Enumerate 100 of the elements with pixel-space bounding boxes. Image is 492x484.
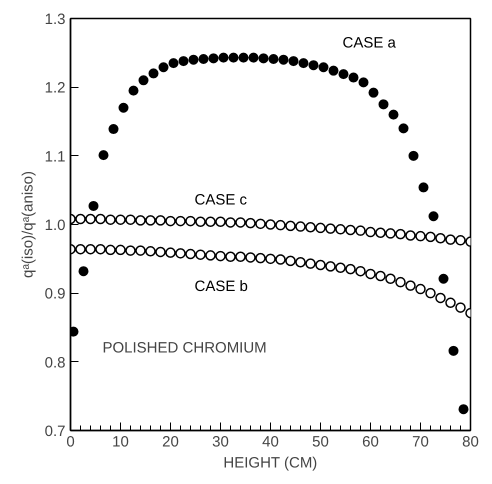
- point: [215, 250, 226, 262]
- point: [448, 346, 458, 356]
- y-tick-label: 1.0: [44, 217, 66, 234]
- point: [375, 270, 386, 282]
- series-label: CASE c: [194, 191, 248, 208]
- point: [415, 230, 426, 242]
- point: [408, 150, 418, 161]
- point: [115, 244, 126, 256]
- y-tick-label: 1.3: [44, 11, 66, 28]
- x-tick-label: 20: [162, 434, 179, 450]
- point: [135, 245, 146, 256]
- point: [188, 54, 198, 65]
- point: [235, 252, 246, 262]
- point: [305, 222, 316, 232]
- point: [255, 218, 266, 230]
- point: [265, 254, 276, 264]
- series-label: CASE b: [194, 278, 248, 295]
- point: [375, 228, 386, 238]
- point: [255, 252, 266, 264]
- point: [325, 223, 336, 234]
- point: [85, 244, 96, 254]
- point: [368, 88, 378, 98]
- point: [158, 62, 168, 72]
- point: [258, 53, 268, 64]
- point: [328, 66, 338, 76]
- point: [165, 216, 176, 226]
- point: [455, 235, 466, 246]
- point: [165, 247, 176, 258]
- point: [198, 54, 208, 64]
- x-tick-label: 0: [66, 434, 75, 450]
- point: [345, 224, 356, 236]
- point: [118, 102, 128, 113]
- point: [225, 217, 236, 228]
- point: [205, 216, 216, 227]
- x-tick-label: 70: [412, 434, 429, 450]
- point: [335, 262, 346, 273]
- point: [455, 302, 466, 313]
- point: [315, 260, 326, 270]
- point: [145, 215, 156, 226]
- point: [105, 244, 116, 256]
- point: [95, 214, 106, 224]
- point: [215, 216, 226, 227]
- point: [195, 216, 206, 227]
- point: [98, 150, 108, 160]
- point: [248, 52, 258, 63]
- point: [425, 288, 436, 298]
- point: [125, 245, 136, 256]
- point: [238, 52, 248, 63]
- point: [265, 219, 276, 230]
- point: [295, 221, 306, 232]
- point: [185, 248, 196, 260]
- point: [145, 246, 156, 257]
- point: [358, 77, 368, 88]
- point: [285, 220, 296, 232]
- point: [435, 292, 446, 304]
- point: [195, 249, 206, 260]
- point: [208, 53, 218, 64]
- point: [305, 258, 316, 269]
- point: [428, 211, 438, 222]
- x-tick-label: 40: [262, 434, 279, 450]
- point: [365, 268, 376, 280]
- point: [308, 60, 318, 70]
- point: [75, 214, 86, 224]
- x-tick-label: 60: [362, 434, 379, 450]
- x-tick-label: 80: [462, 434, 479, 450]
- point: [155, 215, 166, 226]
- point: [225, 252, 236, 262]
- point: [228, 52, 238, 63]
- point: [245, 218, 256, 228]
- point: [398, 123, 408, 134]
- y-axis-title: qᵃ(iso)/qᵃ(aniso): [20, 170, 37, 278]
- y-tick-label: 0.9: [44, 286, 66, 303]
- point: [325, 261, 336, 272]
- point: [185, 216, 196, 226]
- y-tick-label: 0.7: [44, 423, 66, 440]
- point: [218, 52, 228, 63]
- point: [365, 226, 376, 238]
- point: [168, 58, 178, 68]
- point: [318, 62, 328, 72]
- point: [445, 234, 456, 245]
- y-tick-label: 1.2: [44, 80, 66, 97]
- point: [88, 200, 98, 211]
- point: [355, 225, 366, 236]
- point: [315, 222, 326, 234]
- x-tick-label: 30: [212, 434, 229, 450]
- point: [415, 284, 426, 294]
- point: [278, 54, 288, 65]
- x-tick-label: 10: [112, 434, 129, 450]
- point: [395, 276, 406, 288]
- point: [138, 75, 148, 86]
- point: [405, 280, 416, 291]
- annotation: POLISHED CHROMIUM: [102, 340, 267, 357]
- point: [378, 99, 388, 110]
- point: [115, 214, 126, 225]
- point: [178, 56, 188, 66]
- point: [105, 214, 116, 225]
- series-label: CASE a: [342, 34, 397, 52]
- point: [175, 216, 186, 226]
- point: [338, 69, 348, 80]
- x-tick-label: 50: [312, 434, 329, 450]
